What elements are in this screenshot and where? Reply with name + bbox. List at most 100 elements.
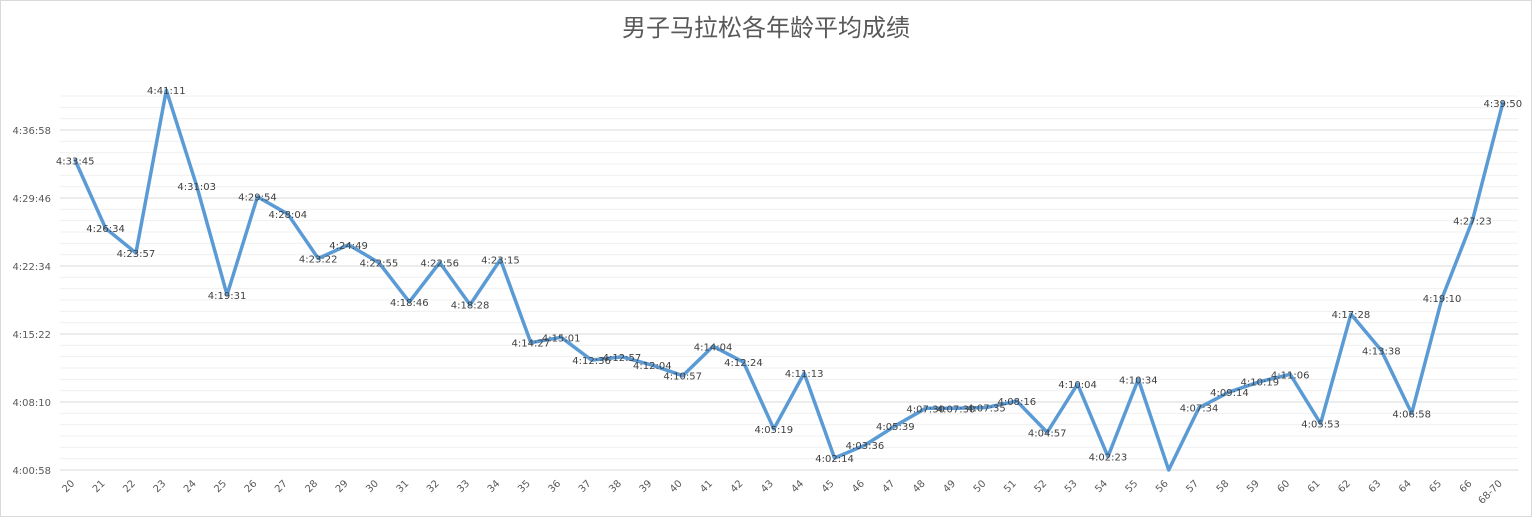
x-tick-label: 41 <box>698 478 715 495</box>
data-label: 4:23:15 <box>481 256 520 267</box>
data-point <box>407 300 411 304</box>
x-tick-label: 64 <box>1397 478 1414 495</box>
data-label: 4:12:57 <box>603 353 642 364</box>
x-tick-label: 26 <box>243 478 260 495</box>
data-point <box>498 258 502 262</box>
x-tick-label: 48 <box>911 478 928 495</box>
data-point <box>195 184 199 188</box>
data-point <box>316 256 320 260</box>
y-tick-label: 4:22:34 <box>12 262 51 273</box>
data-point <box>893 424 897 428</box>
x-tick-label: 56 <box>1154 478 1171 495</box>
y-tick-label: 4:08:10 <box>12 398 51 409</box>
data-label: 4:05:19 <box>755 425 794 436</box>
data-label: 4:33:45 <box>56 156 95 167</box>
data-label: 4:07:30 <box>937 404 976 415</box>
data-label: 4:02:14 <box>815 454 854 465</box>
x-tick-label: 22 <box>121 478 138 495</box>
data-label: 4:07:35 <box>967 404 1006 415</box>
x-tick-label: 62 <box>1336 478 1353 495</box>
data-point <box>1106 455 1110 459</box>
data-point <box>559 335 563 339</box>
data-point <box>1197 406 1201 410</box>
data-label: 4:24:49 <box>329 241 368 252</box>
gridlines <box>60 95 1518 471</box>
x-tick-label: 31 <box>395 478 412 495</box>
x-tick-label: 49 <box>941 478 958 495</box>
data-point <box>1136 377 1140 381</box>
data-label: 4:22:56 <box>420 259 459 270</box>
x-tick-label: 35 <box>516 478 533 495</box>
data-point <box>620 355 624 359</box>
data-point <box>1440 296 1444 300</box>
data-point <box>924 406 928 410</box>
x-tick-label: 32 <box>425 478 442 495</box>
data-label: 4:10:57 <box>663 372 702 383</box>
x-tick-label: 36 <box>547 478 564 495</box>
data-point <box>984 406 988 410</box>
data-point <box>681 374 685 378</box>
data-point <box>1349 312 1353 316</box>
y-axis: 4:00:58 4:08:10 4:15:22 4:22:34 4:29:46 4:36:… <box>12 126 51 477</box>
data-point <box>1379 348 1383 352</box>
data-point <box>225 293 229 297</box>
data-point <box>954 406 958 410</box>
data-point <box>1167 468 1171 472</box>
data-point <box>468 303 472 307</box>
data-label: 4:15:01 <box>542 333 581 344</box>
data-label: 4:23:22 <box>299 254 338 265</box>
x-tick-label: 58 <box>1215 478 1232 495</box>
data-point <box>1319 422 1323 426</box>
x-tick-label: 61 <box>1306 478 1323 495</box>
x-tick-label: 55 <box>1124 478 1141 495</box>
data-label: 4:04:57 <box>1028 428 1067 439</box>
data-label: 4:06:58 <box>1392 409 1431 420</box>
data-label: 4:27:23 <box>1453 217 1492 228</box>
x-tick-label: 34 <box>486 478 503 495</box>
x-tick-label: 46 <box>850 478 867 495</box>
x-tick-label: 24 <box>182 478 199 495</box>
x-tick-label: 33 <box>455 478 472 495</box>
x-tick-label: 50 <box>972 478 989 495</box>
x-axis: 20 21 22 23 24 25 26 27 28 29 30 31 32 33 34 35 36 37 38 39… <box>61 478 1505 506</box>
x-tick-label: 44 <box>790 478 807 495</box>
x-tick-label: 39 <box>638 478 655 495</box>
data-point <box>1045 430 1049 434</box>
series <box>73 88 1505 472</box>
data-label: 4:07:34 <box>1180 404 1219 415</box>
data-label: 4:14:04 <box>694 342 733 353</box>
x-tick-label: 45 <box>820 478 837 495</box>
data-label: 4:19:31 <box>208 291 247 302</box>
x-tick-label: 47 <box>881 478 898 495</box>
data-point <box>134 251 138 255</box>
x-tick-label: 23 <box>152 478 169 495</box>
data-point <box>802 371 806 375</box>
data-point <box>73 158 77 162</box>
y-tick-label: 4:15:22 <box>12 330 51 341</box>
data-point <box>1288 372 1292 376</box>
data-label: 4:18:46 <box>390 298 429 309</box>
x-tick-label: 59 <box>1245 478 1262 495</box>
data-labels: 4:33:45 4:26:34 4:23:57 4:41:11 4:31:03 4:19:… <box>56 86 1522 465</box>
data-point <box>1227 390 1231 394</box>
data-label: 4:23:57 <box>117 249 156 260</box>
data-label: 4:12:04 <box>633 361 672 372</box>
data-point <box>833 456 837 460</box>
data-point <box>772 427 776 431</box>
data-point <box>164 88 168 92</box>
data-label: 4:05:53 <box>1301 420 1340 431</box>
chart-title: 男子马拉松各年龄平均成绩 <box>622 14 910 42</box>
data-point <box>1410 411 1414 415</box>
data-point <box>255 195 259 199</box>
data-point <box>529 341 533 345</box>
x-tick-label: 51 <box>1002 478 1019 495</box>
data-point <box>377 261 381 265</box>
data-point <box>1076 382 1080 386</box>
x-tick-label: 38 <box>607 478 624 495</box>
data-label: 4:26:34 <box>86 224 125 235</box>
x-tick-label: 52 <box>1033 478 1050 495</box>
data-label: 4:19:10 <box>1423 294 1462 305</box>
data-point <box>711 344 715 348</box>
